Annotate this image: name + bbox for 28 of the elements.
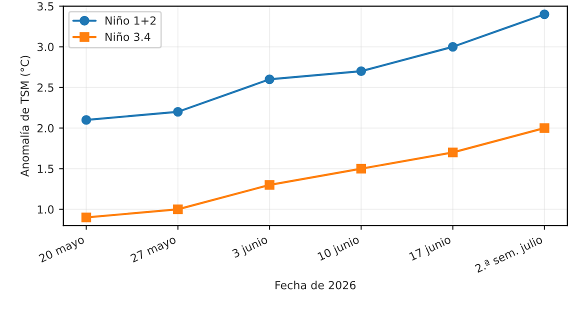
point — [540, 9, 550, 20]
point — [81, 115, 92, 125]
point — [264, 74, 274, 84]
x-tick-label: 2.ª sem. julio — [474, 234, 544, 275]
y-tick-label: 3.5 — [38, 2, 54, 11]
point — [356, 164, 366, 174]
point — [448, 148, 458, 158]
point — [448, 42, 458, 52]
x-tick-label: 17 junio — [408, 234, 452, 263]
legend-label: Niño 1+2 — [106, 16, 156, 25]
point — [540, 123, 550, 133]
point — [356, 66, 366, 76]
point — [173, 204, 183, 214]
legend-label: Niño 3.4 — [106, 32, 150, 42]
y-tick-label: 1.0 — [38, 205, 54, 214]
y-axis-title: Anomalía de TSM (°C) — [20, 56, 30, 177]
y-tick-label: 3.0 — [38, 42, 54, 52]
x-tick-label: 20 mayo — [38, 235, 86, 265]
x-axis-title: Fecha de 2026 — [276, 280, 356, 290]
y-tick-label: 2.5 — [37, 83, 54, 92]
point — [81, 212, 92, 222]
point — [264, 180, 274, 190]
y-tick-label: 2.0 — [37, 124, 54, 132]
x-tick-label: 27 mayo — [130, 235, 178, 265]
x-tick-label: 10 junio — [317, 234, 361, 263]
x-tick-label: 3 junio — [232, 234, 269, 260]
point — [173, 106, 183, 117]
y-tick-label: 1.5 — [38, 164, 54, 174]
